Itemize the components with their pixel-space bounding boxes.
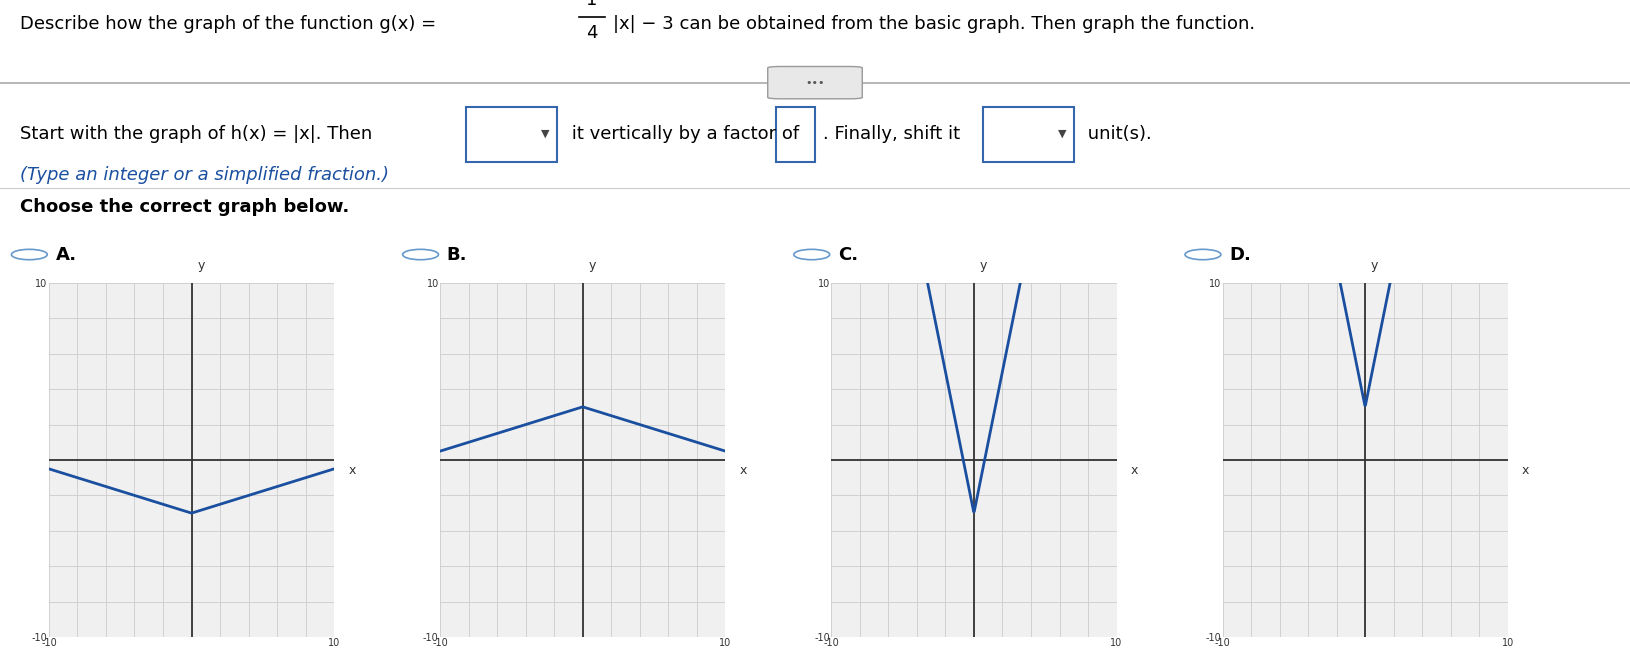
Text: ▼: ▼ <box>1058 129 1066 139</box>
Text: . Finally, shift it: . Finally, shift it <box>823 125 960 143</box>
Text: Start with the graph of h(x) = |x|. Then: Start with the graph of h(x) = |x|. Then <box>20 125 372 143</box>
Text: C.: C. <box>838 245 857 264</box>
Text: it vertically by a factor of: it vertically by a factor of <box>566 125 799 143</box>
Text: Choose the correct graph below.: Choose the correct graph below. <box>20 198 349 216</box>
Text: |x| − 3 can be obtained from the basic graph. Then graph the function.: |x| − 3 can be obtained from the basic g… <box>613 15 1255 33</box>
Text: x: x <box>349 464 355 477</box>
Text: B.: B. <box>447 245 468 264</box>
Text: (Type an integer or a simplified fraction.): (Type an integer or a simplified fractio… <box>20 166 388 184</box>
Text: x: x <box>1131 464 1138 477</box>
Text: y: y <box>588 258 597 272</box>
FancyBboxPatch shape <box>983 106 1074 161</box>
Text: A.: A. <box>55 245 77 264</box>
Text: y: y <box>980 258 988 272</box>
Text: y: y <box>1371 258 1379 272</box>
Text: y: y <box>197 258 205 272</box>
Text: 4: 4 <box>585 24 598 42</box>
Text: 1: 1 <box>587 0 597 9</box>
Text: Describe how the graph of the function g(x) =: Describe how the graph of the function g… <box>20 15 442 33</box>
FancyBboxPatch shape <box>466 106 557 161</box>
Text: unit(s).: unit(s). <box>1082 125 1152 143</box>
FancyBboxPatch shape <box>768 66 862 99</box>
Text: x: x <box>1522 464 1529 477</box>
Text: D.: D. <box>1229 245 1250 264</box>
Text: x: x <box>740 464 747 477</box>
FancyBboxPatch shape <box>776 106 815 161</box>
Text: •••: ••• <box>805 77 825 88</box>
Text: ▼: ▼ <box>541 129 549 139</box>
